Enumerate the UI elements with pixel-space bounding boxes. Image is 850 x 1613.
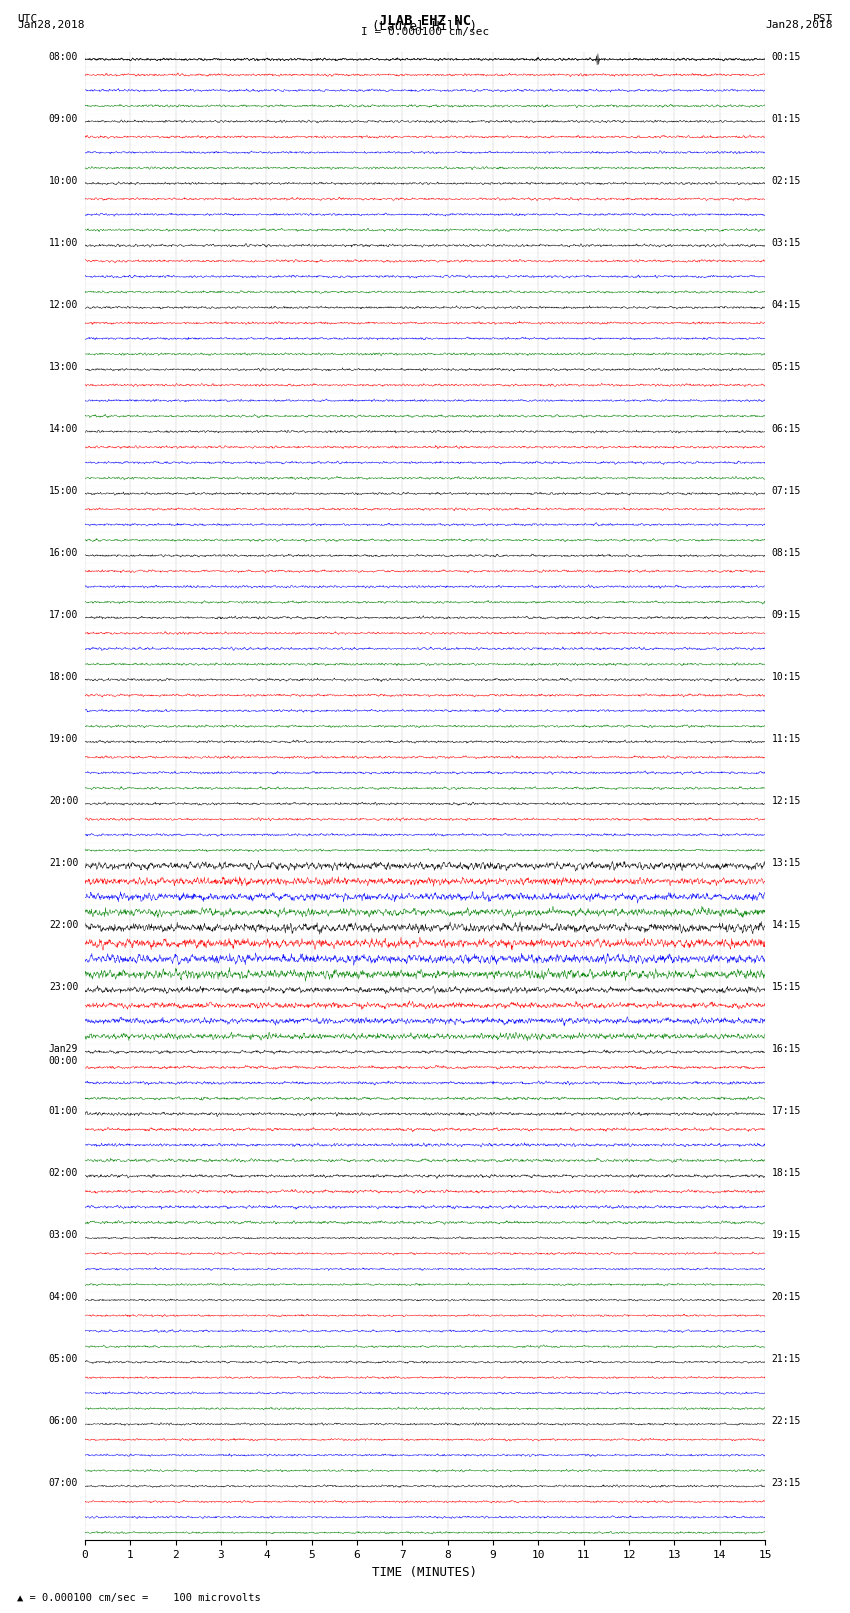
Text: 06:15: 06:15 [772,424,802,434]
Text: 04:00: 04:00 [48,1292,78,1302]
Text: 15:15: 15:15 [772,982,802,992]
Text: ▲ = 0.000100 cm/sec =    100 microvolts: ▲ = 0.000100 cm/sec = 100 microvolts [17,1594,261,1603]
Text: 14:00: 14:00 [48,424,78,434]
Text: 18:15: 18:15 [772,1168,802,1177]
Text: JLAB EHZ NC: JLAB EHZ NC [379,13,471,27]
X-axis label: TIME (MINUTES): TIME (MINUTES) [372,1566,478,1579]
Text: Jan29
00:00: Jan29 00:00 [48,1044,78,1066]
Text: 03:15: 03:15 [772,237,802,248]
Text: 01:15: 01:15 [772,113,802,124]
Text: 18:00: 18:00 [48,673,78,682]
Text: Jan28,2018: Jan28,2018 [17,19,84,31]
Text: 19:15: 19:15 [772,1231,802,1240]
Text: 17:00: 17:00 [48,610,78,619]
Text: (Laurel Hill ): (Laurel Hill ) [372,19,478,34]
Text: 02:00: 02:00 [48,1168,78,1177]
Text: 20:15: 20:15 [772,1292,802,1302]
Text: 23:15: 23:15 [772,1479,802,1489]
Text: Jan28,2018: Jan28,2018 [766,19,833,31]
Text: 20:00: 20:00 [48,797,78,806]
Text: 22:00: 22:00 [48,919,78,931]
Text: 10:00: 10:00 [48,176,78,185]
Text: 03:00: 03:00 [48,1231,78,1240]
Text: 19:00: 19:00 [48,734,78,744]
Text: 11:00: 11:00 [48,237,78,248]
Text: 21:15: 21:15 [772,1355,802,1365]
Text: 04:15: 04:15 [772,300,802,310]
Text: 08:00: 08:00 [48,52,78,61]
Text: 17:15: 17:15 [772,1107,802,1116]
Text: 22:15: 22:15 [772,1416,802,1426]
Text: 16:15: 16:15 [772,1044,802,1055]
Text: 07:00: 07:00 [48,1479,78,1489]
Text: 10:15: 10:15 [772,673,802,682]
Text: 13:15: 13:15 [772,858,802,868]
Text: I = 0.000100 cm/sec: I = 0.000100 cm/sec [361,26,489,37]
Text: 01:00: 01:00 [48,1107,78,1116]
Text: UTC: UTC [17,13,37,24]
Text: 12:00: 12:00 [48,300,78,310]
Text: 08:15: 08:15 [772,548,802,558]
Text: 13:00: 13:00 [48,361,78,371]
Text: 05:00: 05:00 [48,1355,78,1365]
Text: 12:15: 12:15 [772,797,802,806]
Text: 23:00: 23:00 [48,982,78,992]
Text: 02:15: 02:15 [772,176,802,185]
Text: 00:15: 00:15 [772,52,802,61]
Text: 16:00: 16:00 [48,548,78,558]
Text: 11:15: 11:15 [772,734,802,744]
Text: 07:15: 07:15 [772,486,802,495]
Text: 09:15: 09:15 [772,610,802,619]
Text: 05:15: 05:15 [772,361,802,371]
Text: PST: PST [813,13,833,24]
Text: 14:15: 14:15 [772,919,802,931]
Text: 06:00: 06:00 [48,1416,78,1426]
Text: 09:00: 09:00 [48,113,78,124]
Text: 15:00: 15:00 [48,486,78,495]
Text: 21:00: 21:00 [48,858,78,868]
